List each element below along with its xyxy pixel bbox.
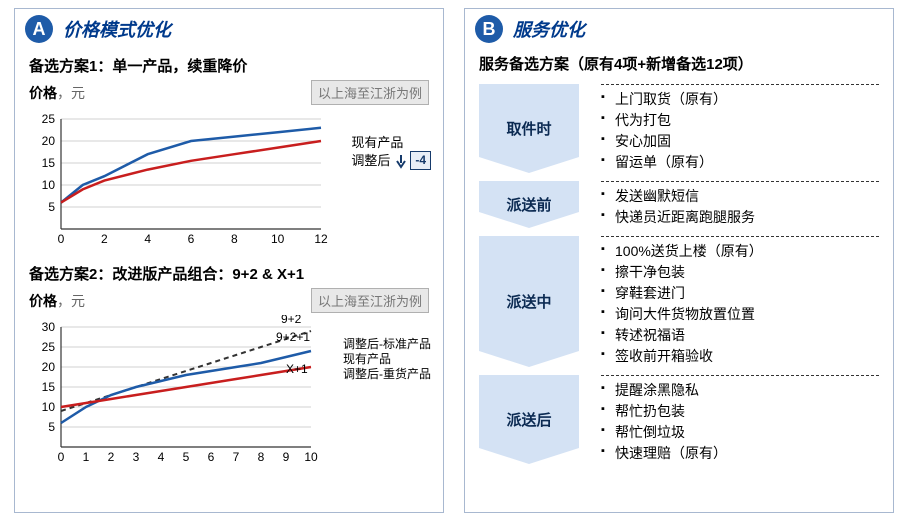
chart1-header: 价格，元 以上海至江浙为例 (29, 80, 429, 105)
svg-text:5: 5 (48, 200, 55, 214)
svg-text:12: 12 (314, 232, 328, 246)
badge-b: B (475, 15, 503, 43)
svg-text:6: 6 (188, 232, 195, 246)
stage-2: 派送中 (479, 236, 579, 367)
svg-text:5: 5 (183, 450, 190, 464)
delta-badge: -4 (394, 151, 431, 170)
svg-text:4: 4 (144, 232, 151, 246)
svg-text:4: 4 (158, 450, 165, 464)
svg-text:1: 1 (83, 450, 90, 464)
svg-text:25: 25 (42, 112, 56, 126)
stage-chevron-3: 派送后 (479, 375, 579, 464)
legend2-std: 调整后-标准产品 (343, 337, 431, 352)
stage-1: 派送前 (479, 181, 579, 228)
chart1-ylabel-text: 价格 (29, 85, 57, 101)
service-heading: 服务备选方案（原有4项+新增备选12项） (479, 53, 879, 74)
service-item: 穿鞋套进门 (601, 283, 879, 304)
chart2-ylabel-text: 价格 (29, 293, 57, 309)
service-item: 擦干净包装 (601, 262, 879, 283)
svg-text:15: 15 (42, 156, 56, 170)
chart2-legend: 调整后-标准产品 现有产品 调整后-重货产品 (343, 337, 431, 382)
service-item: 代为打包 (601, 110, 879, 131)
svg-text:15: 15 (42, 380, 56, 394)
svg-text:25: 25 (42, 340, 56, 354)
svg-text:7: 7 (233, 450, 240, 464)
option2-heading: 备选方案2：改进版产品组合：9+2 & X+1 (29, 263, 429, 284)
legend-adjusted-text: 调整后 (351, 153, 390, 169)
svg-text:10: 10 (304, 450, 318, 464)
chart2-header: 价格，元 以上海至江浙为例 (29, 288, 429, 313)
stage-items-1: 发送幽默短信快递员近距离跑腿服务 (601, 181, 879, 228)
chart1-example: 以上海至江浙为例 (311, 80, 429, 105)
stage-items-0: 上门取货（原有）代为打包安心加固留运单（原有） (601, 84, 879, 173)
svg-text:5: 5 (48, 420, 55, 434)
service-item: 帮忙倒垃圾 (601, 422, 879, 443)
legend2-heavy: 调整后-重货产品 (343, 367, 431, 382)
service-item: 留运单（原有） (601, 152, 879, 173)
svg-text:9: 9 (283, 450, 290, 464)
service-item: 签收前开箱验收 (601, 346, 879, 367)
svg-text:0: 0 (58, 232, 65, 246)
svg-text:2: 2 (108, 450, 115, 464)
svg-text:X+1: X+1 (286, 362, 308, 376)
svg-text:0: 0 (58, 450, 65, 464)
service-item: 安心加固 (601, 131, 879, 152)
panel-a-body: 备选方案1：单一产品，续重降价 价格，元 以上海至江浙为例 5101520250… (15, 49, 443, 485)
stage-0: 取件时 (479, 84, 579, 173)
arrow-down-icon (394, 153, 408, 169)
service-item: 询问大件货物放置位置 (601, 304, 879, 325)
svg-text:20: 20 (42, 360, 56, 374)
service-item: 提醒涂黑隐私 (601, 380, 879, 401)
stage-chevron-2: 派送中 (479, 236, 579, 367)
stage-items-3: 提醒涂黑隐私帮忙扔包装帮忙倒垃圾快速理赔（原有） (601, 375, 879, 464)
panel-pricing: A 价格模式优化 备选方案1：单一产品，续重降价 价格，元 以上海至江浙为例 5… (14, 8, 444, 513)
svg-text:8: 8 (258, 450, 265, 464)
stage-3: 派送后 (479, 375, 579, 464)
chart1-legend: 现有产品 调整后 -4 (351, 135, 431, 170)
panel-service: B 服务优化 服务备选方案（原有4项+新增备选12项） 取件时上门取货（原有）代… (464, 8, 894, 513)
stage-chevron-0: 取件时 (479, 84, 579, 173)
chart2-example: 以上海至江浙为例 (311, 288, 429, 313)
service-item: 上门取货（原有） (601, 89, 879, 110)
svg-text:9+2: 9+2 (281, 315, 302, 326)
delta-value: -4 (410, 151, 431, 170)
chart2-ylabel: 价格，元 (29, 291, 85, 311)
svg-text:10: 10 (271, 232, 285, 246)
service-item: 转述祝福语 (601, 325, 879, 346)
chart2-wrap: 5 10 15 20 25 30 0 1 2 3 4 5 6 7 8 9 10 9+2 9+2+1 X+1 调整后-标… (29, 315, 429, 475)
service-item: 发送幽默短信 (601, 186, 879, 207)
panel-b-header: B 服务优化 (465, 9, 893, 49)
legend-existing: 现有产品 (351, 135, 431, 151)
chart1-ylabel: 价格，元 (29, 83, 85, 103)
panel-a-title: 价格模式优化 (63, 16, 171, 42)
svg-text:3: 3 (133, 450, 140, 464)
svg-text:9+2+1: 9+2+1 (276, 330, 310, 344)
svg-text:20: 20 (42, 134, 56, 148)
stage-items-2: 100%送货上楼（原有）擦干净包装穿鞋套进门询问大件货物放置位置转述祝福语签收前… (601, 236, 879, 367)
panel-b-body: 服务备选方案（原有4项+新增备选12项） 取件时上门取货（原有）代为打包安心加固… (465, 49, 893, 474)
svg-text:6: 6 (208, 450, 215, 464)
service-item: 帮忙扔包装 (601, 401, 879, 422)
svg-text:10: 10 (42, 400, 56, 414)
stage-chevron-1: 派送前 (479, 181, 579, 228)
panel-a-header: A 价格模式优化 (15, 9, 443, 49)
svg-text:2: 2 (101, 232, 108, 246)
service-item: 100%送货上楼（原有） (601, 241, 879, 262)
chart1-wrap: 5 10 15 20 25 0 2 4 6 8 10 12 现有产品 调整后 -4 (29, 107, 429, 257)
chart1-ylabel-unit: ，元 (57, 85, 85, 101)
service-item: 快递员近距离跑腿服务 (601, 207, 879, 228)
service-flow: 取件时上门取货（原有）代为打包安心加固留运单（原有）派送前发送幽默短信快递员近距… (479, 84, 879, 464)
chart2-ylabel-unit: ，元 (57, 293, 85, 309)
service-item: 快速理赔（原有） (601, 443, 879, 464)
legend-existing-text: 现有产品 (351, 135, 403, 151)
svg-text:8: 8 (231, 232, 238, 246)
svg-text:30: 30 (42, 320, 56, 334)
option1-heading: 备选方案1：单一产品，续重降价 (29, 55, 429, 76)
panel-b-title: 服务优化 (513, 16, 585, 42)
svg-text:10: 10 (42, 178, 56, 192)
legend2-existing: 现有产品 (343, 352, 431, 367)
legend-adjusted: 调整后 -4 (351, 151, 431, 170)
chart1: 5 10 15 20 25 0 2 4 6 8 10 12 (29, 107, 429, 257)
badge-a: A (25, 15, 53, 43)
